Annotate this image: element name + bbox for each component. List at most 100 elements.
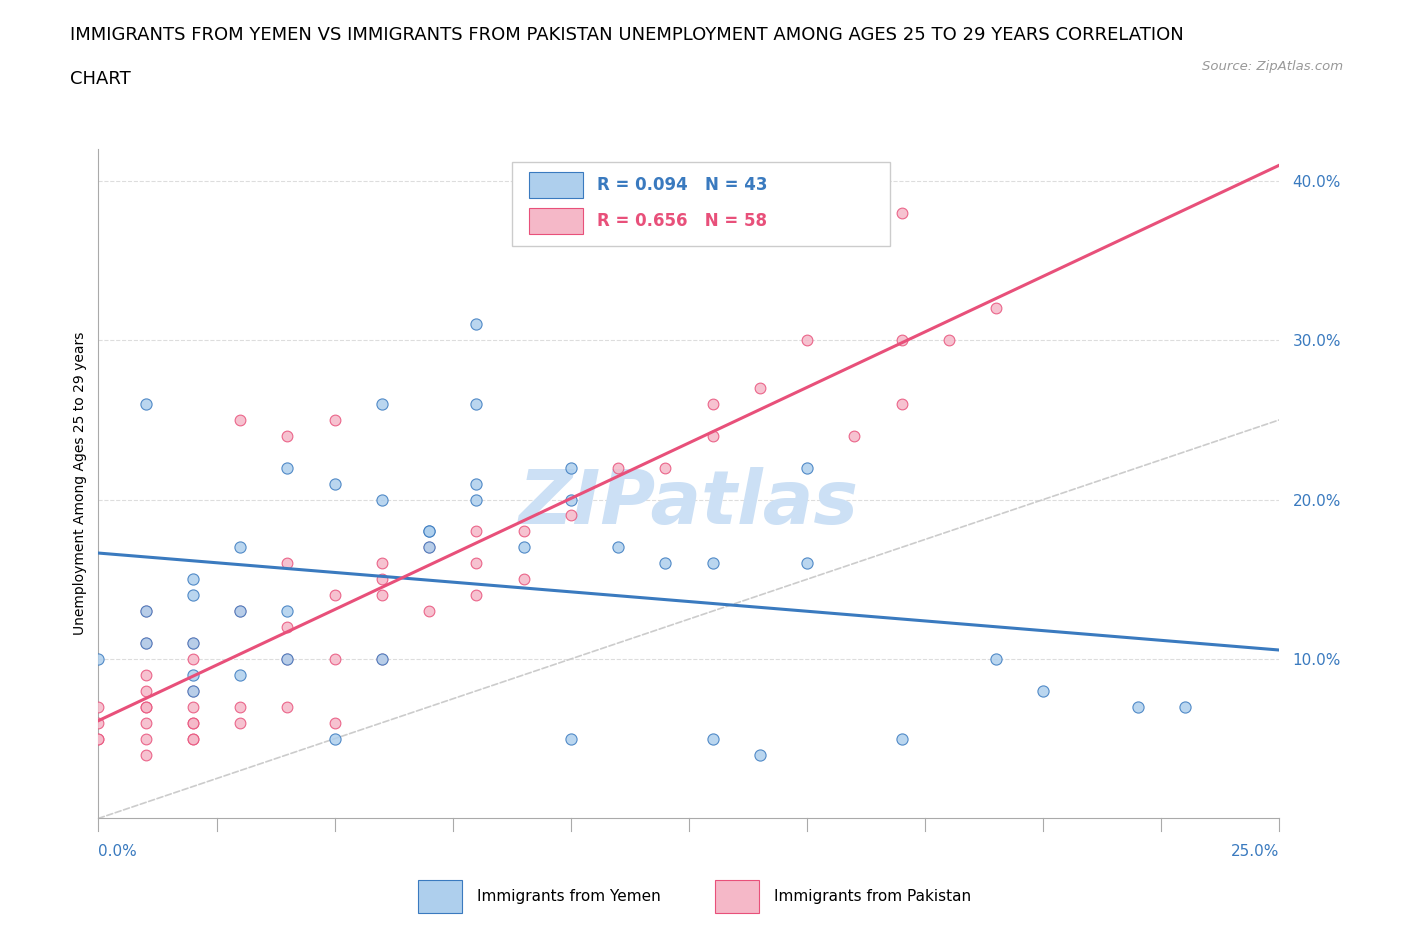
Bar [419, 880, 461, 913]
Point [465, 556, 488, 571]
Point [229, 699, 252, 714]
Point [135, 747, 157, 762]
Point [181, 572, 204, 587]
Point [323, 588, 346, 603]
Point [135, 635, 157, 650]
Point [512, 572, 534, 587]
Point [418, 604, 440, 618]
Point [276, 556, 298, 571]
Point [323, 652, 346, 667]
Text: Immigrants from Yemen: Immigrants from Yemen [477, 889, 661, 904]
Text: ZIPatlas: ZIPatlas [519, 467, 859, 540]
Point [135, 684, 157, 698]
Text: Immigrants from Pakistan: Immigrants from Pakistan [775, 889, 972, 904]
Point [796, 333, 818, 348]
Point [323, 715, 346, 730]
Point [229, 540, 252, 555]
Y-axis label: Unemployment Among Ages 25 to 29 years: Unemployment Among Ages 25 to 29 years [73, 332, 87, 635]
Point [371, 396, 394, 411]
Point [135, 699, 157, 714]
Point [607, 540, 630, 555]
Point [890, 396, 912, 411]
Point [135, 396, 157, 411]
Point [181, 635, 204, 650]
Point [465, 588, 488, 603]
Point [276, 652, 298, 667]
Point [181, 668, 204, 683]
Point [276, 619, 298, 634]
Point [87, 731, 110, 746]
Point [371, 556, 394, 571]
Point [87, 652, 110, 667]
Point [135, 731, 157, 746]
FancyBboxPatch shape [512, 162, 890, 246]
Point [229, 604, 252, 618]
Point [796, 556, 818, 571]
Point [512, 524, 534, 538]
Point [748, 747, 770, 762]
Point [371, 652, 394, 667]
Point [984, 652, 1007, 667]
Point [181, 715, 204, 730]
Point [418, 540, 440, 555]
Point [135, 715, 157, 730]
Point [1032, 684, 1054, 698]
Point [87, 731, 110, 746]
Point [323, 412, 346, 427]
Point [229, 412, 252, 427]
Point [702, 429, 724, 444]
Point [654, 556, 676, 571]
Point [87, 699, 110, 714]
Text: 0.0%: 0.0% [98, 844, 138, 859]
Point [560, 460, 582, 475]
Point [418, 540, 440, 555]
Point [181, 715, 204, 730]
Point [418, 524, 440, 538]
Point [135, 604, 157, 618]
Point [465, 317, 488, 332]
Text: CHART: CHART [70, 70, 131, 87]
Point [181, 731, 204, 746]
Point [1174, 699, 1197, 714]
Point [87, 715, 110, 730]
Point [702, 731, 724, 746]
Point [702, 556, 724, 571]
Point [181, 684, 204, 698]
Point [465, 524, 488, 538]
Point [796, 460, 818, 475]
Point [748, 380, 770, 395]
Point [135, 635, 157, 650]
Point [560, 508, 582, 523]
Text: IMMIGRANTS FROM YEMEN VS IMMIGRANTS FROM PAKISTAN UNEMPLOYMENT AMONG AGES 25 TO : IMMIGRANTS FROM YEMEN VS IMMIGRANTS FROM… [70, 26, 1184, 44]
Bar [530, 172, 582, 198]
Text: Source: ZipAtlas.com: Source: ZipAtlas.com [1202, 60, 1343, 73]
Point [607, 460, 630, 475]
Point [229, 604, 252, 618]
Point [276, 652, 298, 667]
Point [229, 668, 252, 683]
Point [181, 731, 204, 746]
Text: R = 0.094   N = 43: R = 0.094 N = 43 [596, 176, 768, 194]
Point [465, 476, 488, 491]
Point [276, 604, 298, 618]
Bar [530, 208, 582, 233]
Text: R = 0.656   N = 58: R = 0.656 N = 58 [596, 212, 766, 230]
Point [135, 699, 157, 714]
Point [371, 652, 394, 667]
Point [181, 699, 204, 714]
Point [323, 476, 346, 491]
Point [844, 429, 866, 444]
Bar [716, 880, 759, 913]
Point [371, 572, 394, 587]
Point [938, 333, 960, 348]
Point [323, 731, 346, 746]
Point [702, 396, 724, 411]
Point [465, 396, 488, 411]
Point [1126, 699, 1149, 714]
Point [371, 492, 394, 507]
Point [181, 588, 204, 603]
Point [890, 206, 912, 220]
Point [560, 731, 582, 746]
Point [135, 604, 157, 618]
Point [890, 731, 912, 746]
